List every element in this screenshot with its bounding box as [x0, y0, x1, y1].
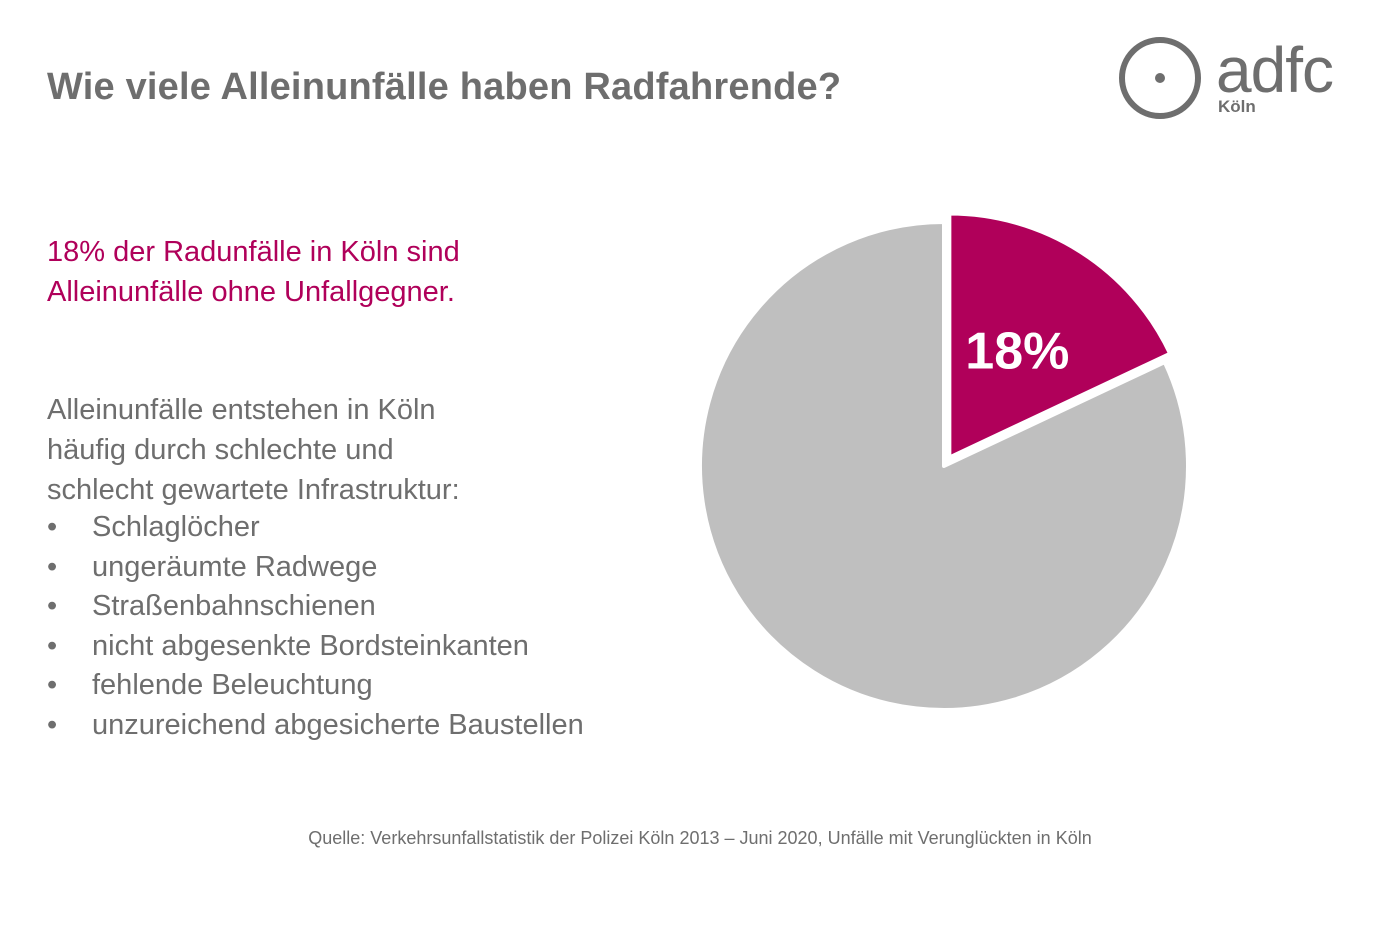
- logo-ring-icon: [1119, 37, 1201, 119]
- list-item-label: nicht abgesenkte Bordsteinkanten: [92, 629, 529, 662]
- page-title: Wie viele Alleinunfälle haben Radfahrend…: [47, 66, 842, 108]
- source-note: Quelle: Verkehrsunfallstatistik der Poli…: [308, 828, 1092, 848]
- list-item: • unzureichend abgesicherte Baustellen: [47, 706, 687, 746]
- pie-slice-label: 18%: [965, 322, 1069, 380]
- logo-wordmark: adfc: [1216, 34, 1333, 106]
- list-item-label: Straßenbahnschienen: [92, 590, 376, 623]
- logo-swoosh-icon: [1155, 31, 1207, 79]
- body-line: häufig durch schlechte und: [47, 434, 394, 466]
- list-item-label: fehlende Beleuchtung: [92, 669, 373, 702]
- adfc-logo: adfc Köln: [1119, 31, 1334, 119]
- pie-slice-1: [698, 220, 1190, 712]
- list-item: • Schlaglöcher: [47, 508, 687, 548]
- cause-list: • Schlaglöcher • ungeräumte Radwege • Straß…: [47, 508, 687, 746]
- bullet-icon: •: [47, 708, 58, 741]
- bullet-icon: •: [47, 590, 58, 623]
- pie-slice-0: [947, 211, 1173, 460]
- bullet-icon: •: [47, 629, 58, 662]
- list-item: • Straßenbahnschienen: [47, 587, 687, 627]
- list-item-label: unzureichend abgesicherte Baustellen: [92, 708, 584, 741]
- list-item: • fehlende Beleuchtung: [47, 666, 687, 706]
- list-item: • nicht abgesenkte Bordsteinkanten: [47, 627, 687, 667]
- bullet-icon: •: [47, 550, 58, 583]
- list-item-label: ungeräumte Radwege: [92, 550, 378, 583]
- highlight-line: 18% der Radunfälle in Köln sind: [47, 236, 460, 268]
- list-item-label: Schlaglöcher: [92, 511, 260, 543]
- bullet-icon: •: [47, 511, 58, 543]
- highlight-text: 18% der Radunfälle in Köln sind Alleinun…: [47, 232, 647, 312]
- body-text: Alleinunfälle entstehen in Köln häufig d…: [47, 390, 687, 510]
- list-item: • ungeräumte Radwege: [47, 548, 687, 588]
- body-line: Alleinunfälle entstehen in Köln: [47, 394, 436, 426]
- bullet-icon: •: [47, 669, 58, 702]
- pie-chart: 18%: [698, 211, 1190, 712]
- highlight-line: Alleinunfälle ohne Unfallgegner.: [47, 276, 455, 308]
- logo-dot-icon: [1155, 73, 1165, 83]
- body-line: schlecht gewartete Infrastruktur:: [47, 474, 460, 506]
- logo-city: Köln: [1218, 97, 1256, 116]
